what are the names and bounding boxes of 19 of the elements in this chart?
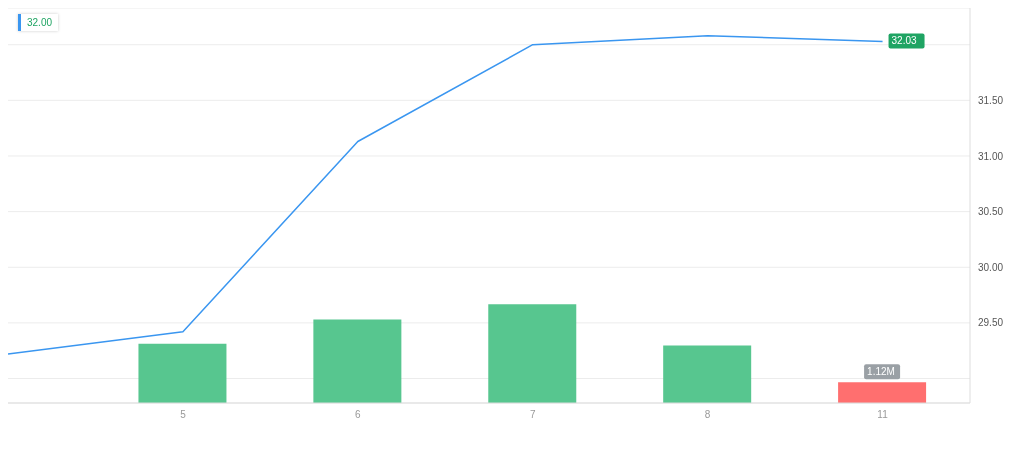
data-label: 32.03 — [891, 35, 918, 47]
y-tick-label: 31.00 — [978, 150, 1004, 162]
x-tick-label: 6 — [355, 409, 362, 421]
y-tick-label: 29.50 — [978, 317, 1004, 329]
line-series — [8, 35, 884, 355]
y-tick-label: 31.50 — [978, 94, 1004, 106]
y-tick-label: 30.50 — [978, 206, 1004, 218]
bar — [663, 345, 752, 403]
x-tick-label: 8 — [704, 409, 711, 421]
bar — [838, 382, 927, 403]
bar — [313, 319, 402, 403]
x-tick-label: 11 — [877, 409, 889, 421]
bar — [488, 304, 577, 403]
x-tick-label: 5 — [180, 409, 187, 421]
y-tick-label: 30.00 — [978, 261, 1004, 273]
data-label: 1.12M — [867, 366, 895, 378]
annotation: 32.00 — [18, 14, 59, 31]
bar — [138, 343, 227, 403]
x-tick-label: 7 — [529, 409, 536, 421]
